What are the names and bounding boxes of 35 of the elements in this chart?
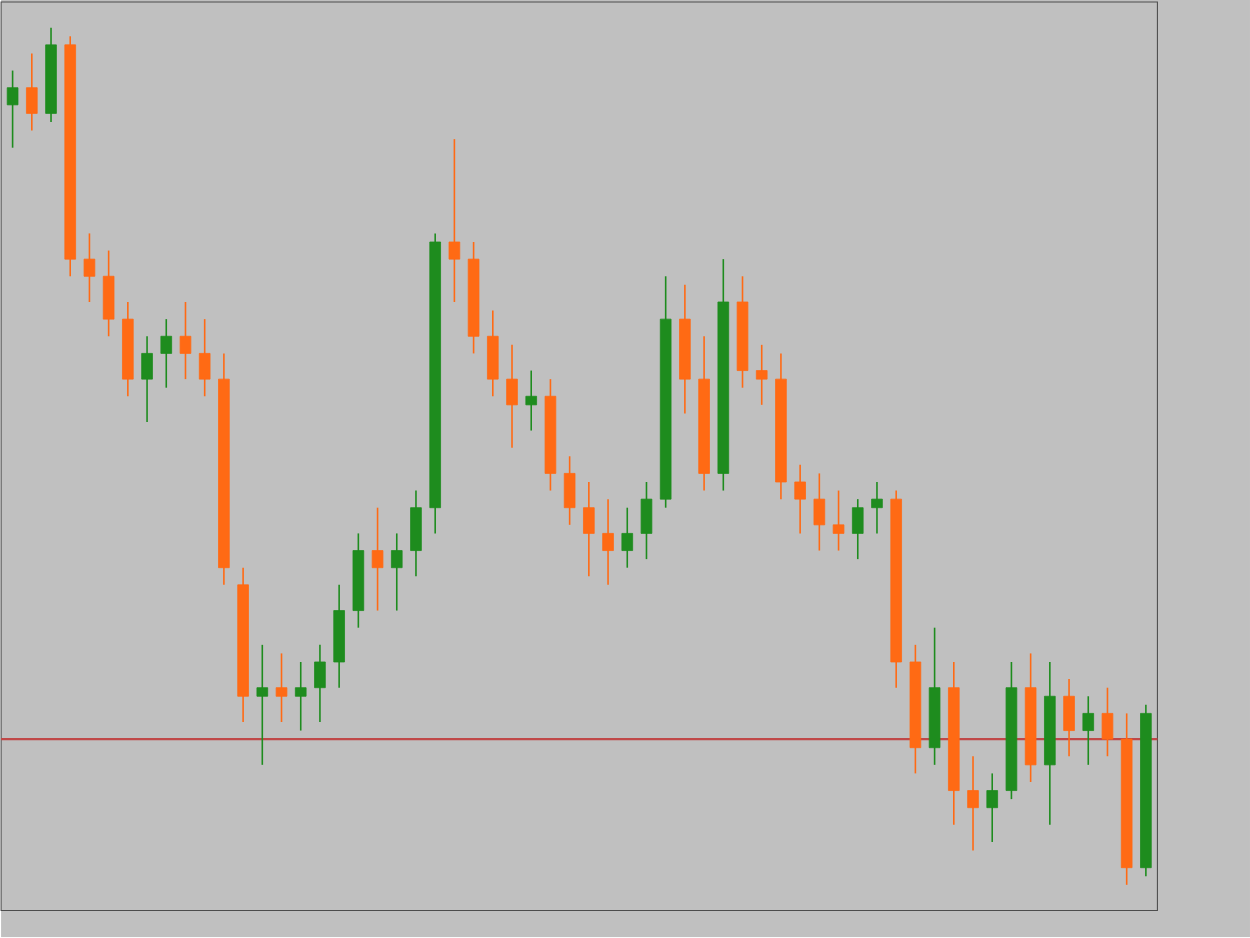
candlestick [1063, 678, 1075, 758]
candlestick [794, 464, 806, 535]
candlestick [487, 310, 499, 398]
candlestick [621, 507, 634, 569]
candlestick [563, 455, 576, 527]
candlestick [179, 301, 192, 381]
candlestick [314, 644, 326, 724]
candlestick [390, 533, 403, 612]
candlestick [640, 481, 653, 561]
candlestick [506, 344, 518, 449]
candlestick [986, 773, 998, 844]
candlestick [371, 507, 384, 612]
candlestick [832, 490, 845, 552]
candlestick [275, 653, 288, 724]
candlestick [294, 661, 307, 732]
candlestick [83, 233, 96, 304]
candlestick [967, 755, 979, 852]
candlestick [6, 70, 19, 149]
candlestick [851, 498, 864, 561]
candlestick [755, 344, 768, 407]
candlestick [871, 481, 883, 535]
candlestick [198, 318, 211, 398]
candlestick [102, 250, 115, 338]
candlestick [1101, 687, 1114, 758]
candlestick [813, 473, 826, 552]
candlestick [256, 644, 269, 767]
candlestick [583, 481, 595, 578]
candlestick [160, 318, 173, 389]
candlestick [26, 53, 38, 132]
candlestick [410, 490, 422, 578]
candlestick [141, 335, 153, 424]
candlestick [448, 138, 461, 304]
candlestick [602, 498, 614, 587]
candlestick [1082, 695, 1095, 767]
candlestick [525, 370, 537, 432]
